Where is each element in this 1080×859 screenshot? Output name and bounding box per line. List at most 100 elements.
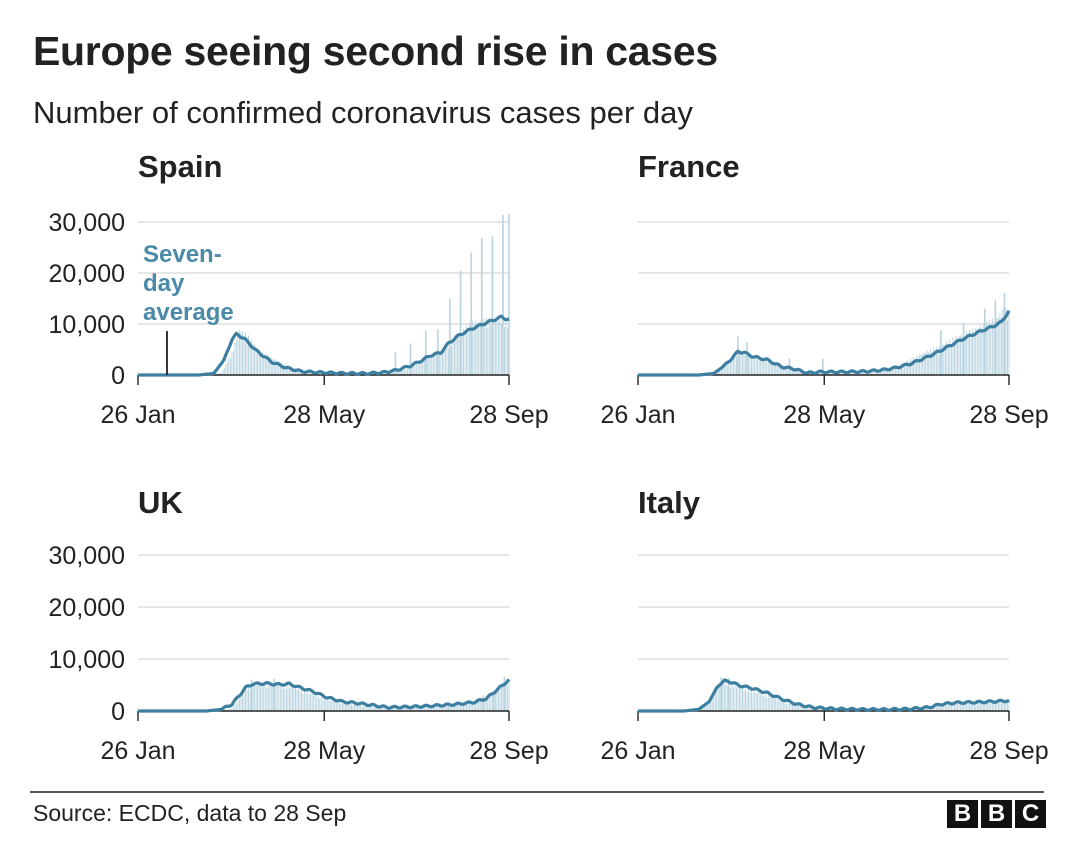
daily-bar bbox=[708, 701, 710, 711]
daily-bar bbox=[258, 683, 260, 711]
daily-bar bbox=[802, 707, 804, 711]
daily-bar bbox=[382, 707, 384, 711]
daily-bar bbox=[266, 357, 268, 375]
daily-bar bbox=[952, 337, 954, 375]
daily-bar bbox=[769, 362, 771, 375]
daily-bar bbox=[935, 346, 937, 375]
daily-bar bbox=[496, 691, 498, 711]
daily-bar bbox=[766, 362, 768, 375]
daily-bar bbox=[278, 361, 280, 375]
daily-bar bbox=[746, 692, 748, 711]
daily-bar bbox=[722, 683, 724, 711]
daily-bar bbox=[775, 698, 777, 711]
daily-bar bbox=[726, 685, 728, 711]
daily-bar bbox=[490, 324, 492, 375]
daily-bar bbox=[955, 335, 957, 375]
daily-bar bbox=[851, 371, 852, 375]
daily-bar bbox=[458, 703, 460, 711]
daily-bar bbox=[979, 326, 981, 375]
daily-bar bbox=[447, 702, 450, 711]
daily-bar bbox=[893, 366, 895, 375]
daily-bar bbox=[273, 359, 275, 375]
daily-bar bbox=[749, 356, 751, 375]
daily-bar bbox=[752, 692, 754, 711]
logo-letter: C bbox=[1015, 800, 1046, 828]
daily-bar bbox=[952, 703, 954, 711]
daily-bar bbox=[308, 693, 310, 711]
x-tick-label: 26 Jan bbox=[100, 737, 175, 765]
daily-bar bbox=[811, 708, 813, 711]
daily-bar bbox=[949, 338, 951, 375]
daily-bar bbox=[994, 702, 996, 711]
daily-bar bbox=[917, 357, 919, 375]
daily-bar bbox=[816, 708, 818, 711]
daily-bar bbox=[828, 372, 830, 375]
daily-bar bbox=[958, 335, 960, 375]
daily-bar bbox=[223, 367, 225, 375]
daily-bar bbox=[740, 688, 742, 711]
daily-bar bbox=[737, 686, 739, 711]
daily-bar bbox=[285, 688, 287, 711]
daily-bar bbox=[795, 369, 796, 375]
daily-bar bbox=[328, 700, 330, 711]
daily-bar bbox=[981, 328, 983, 375]
daily-bar bbox=[493, 321, 495, 375]
panel-title: Spain bbox=[138, 149, 222, 184]
daily-bar bbox=[411, 368, 413, 375]
daily-bar bbox=[473, 701, 475, 711]
daily-bar bbox=[937, 705, 939, 711]
daily-bar bbox=[920, 354, 922, 375]
daily-bar bbox=[984, 703, 986, 711]
daily-bar bbox=[996, 318, 998, 375]
daily-bar bbox=[279, 686, 281, 711]
daily-bar bbox=[1002, 308, 1004, 375]
bbc-logo: B B C bbox=[947, 800, 1046, 828]
daily-bar bbox=[716, 691, 718, 711]
daily-bar bbox=[758, 357, 760, 375]
daily-bar bbox=[413, 706, 415, 711]
daily-bar bbox=[329, 372, 331, 375]
daily-bar bbox=[363, 705, 365, 711]
daily-bar bbox=[784, 701, 786, 711]
daily-bar bbox=[408, 369, 410, 375]
daily-bar bbox=[341, 703, 343, 711]
daily-bar bbox=[782, 366, 784, 375]
daily-bar bbox=[370, 706, 372, 711]
daily-bar bbox=[228, 358, 230, 375]
daily-bar bbox=[260, 685, 262, 711]
daily-bar bbox=[394, 708, 396, 711]
daily-bar bbox=[487, 327, 489, 375]
daily-bar bbox=[969, 702, 971, 711]
daily-bar bbox=[975, 702, 977, 711]
daily-bar bbox=[475, 700, 477, 711]
daily-bar bbox=[466, 325, 468, 375]
daily-bar bbox=[784, 365, 786, 375]
daily-bar bbox=[505, 318, 507, 375]
daily-bar bbox=[431, 358, 433, 375]
daily-bar bbox=[776, 364, 778, 375]
daily-bar bbox=[996, 702, 998, 711]
daily-bar bbox=[441, 351, 443, 375]
panel-france: France 26 Jan 28 May 28 Sep bbox=[600, 149, 1048, 429]
daily-bar bbox=[763, 696, 765, 711]
daily-bar bbox=[964, 703, 966, 711]
seven-day-average-line bbox=[637, 310, 1011, 377]
daily-bar bbox=[298, 368, 299, 375]
daily-bar bbox=[831, 371, 833, 375]
daily-bar bbox=[470, 252, 472, 375]
daily-bar bbox=[1008, 701, 1010, 711]
daily-bar bbox=[458, 334, 460, 375]
daily-bar bbox=[391, 708, 393, 711]
daily-bar bbox=[305, 693, 307, 711]
daily-bar bbox=[796, 369, 798, 375]
daily-bar bbox=[963, 703, 965, 711]
annotation-text: average bbox=[143, 299, 234, 326]
seven-day-average-line bbox=[137, 314, 510, 377]
daily-bar bbox=[819, 709, 821, 711]
daily-bar bbox=[957, 703, 958, 711]
daily-bar bbox=[776, 699, 778, 711]
y-tick-label: 30,000 bbox=[49, 209, 125, 237]
daily-bar bbox=[246, 689, 248, 711]
x-tick-label: 28 May bbox=[783, 737, 865, 765]
daily-bar bbox=[320, 372, 322, 375]
